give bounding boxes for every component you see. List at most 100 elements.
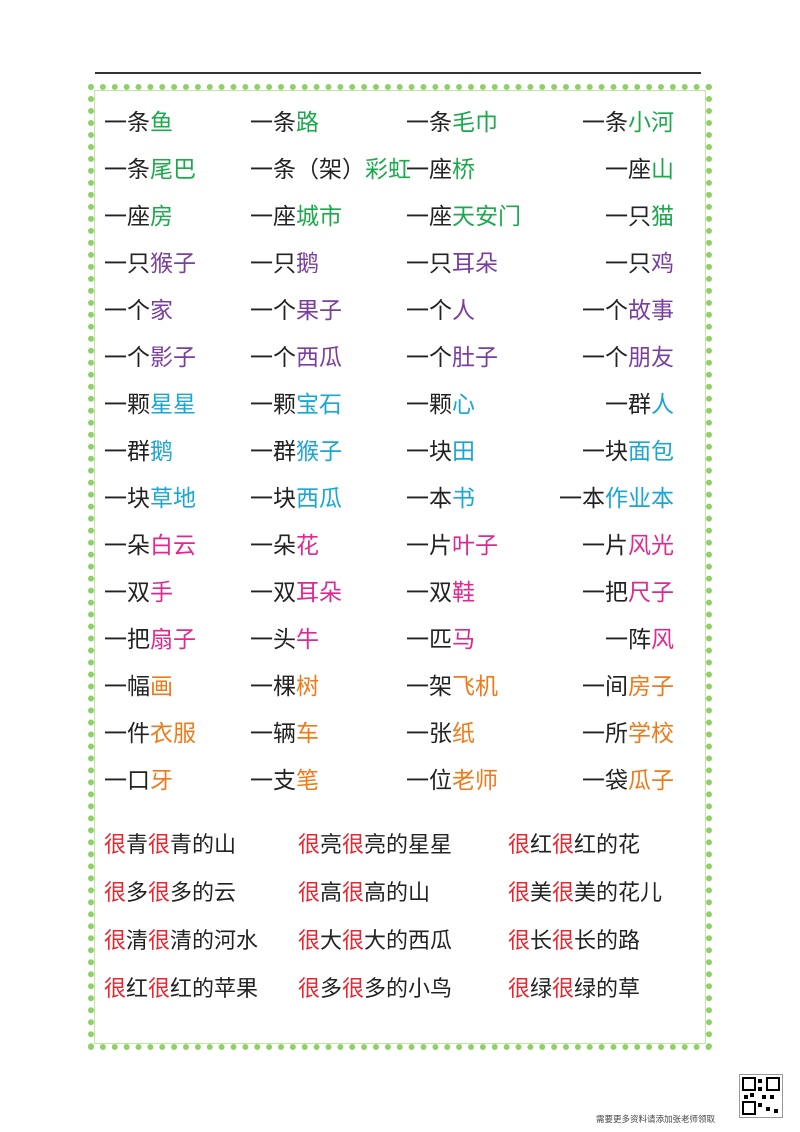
measure-phrase: 一架飞机	[406, 664, 498, 711]
measure-phrase: 一只猫	[605, 194, 674, 241]
noun: 桥	[452, 157, 475, 183]
measure-row: 一件衣服 一辆车 一张纸 一所学校	[100, 711, 680, 758]
measure-word: 一只	[605, 251, 651, 277]
hen-word: 很	[342, 833, 365, 858]
hen-phrase: 很高很高的山	[298, 870, 430, 918]
phrase-text: 青	[126, 833, 149, 858]
noun: 鞋	[452, 580, 475, 606]
measure-word: 一把	[104, 627, 150, 653]
phrase-text: 高的山	[364, 881, 431, 906]
noun: 猫	[651, 204, 674, 230]
hen-word: 很	[148, 833, 171, 858]
measure-word: 一条	[406, 110, 452, 136]
measure-row: 一颗星星 一颗宝石 一颗心 一群人	[100, 382, 680, 429]
measure-word: 一个	[250, 345, 296, 371]
noun: 车	[296, 721, 319, 747]
noun: 牛	[296, 627, 319, 653]
phrase-text: 红的花	[574, 833, 641, 858]
measure-word: 一架	[406, 674, 452, 700]
qr-module	[762, 1095, 766, 1099]
qr-code-icon	[739, 1074, 783, 1118]
hen-phrase: 很多很多的云	[104, 870, 236, 918]
measure-word: 一把	[582, 580, 628, 606]
hen-word: 很	[508, 833, 531, 858]
phrase-text: 清	[126, 929, 149, 954]
measure-row: 一个家 一个果子 一个人 一个故事	[100, 288, 680, 335]
measure-word: 一块	[406, 439, 452, 465]
measure-word: 一颗	[104, 392, 150, 418]
noun: 路	[296, 110, 319, 136]
measure-row: 一朵白云 一朵花 一片叶子 一片风光	[100, 523, 680, 570]
measure-phrase: 一群猴子	[250, 429, 342, 476]
noun: 田	[452, 439, 475, 465]
noun: 风	[651, 627, 674, 653]
hen-word: 很	[508, 881, 531, 906]
noun: 尺子	[628, 580, 674, 606]
noun: 西瓜	[296, 486, 342, 512]
noun: 草地	[150, 486, 196, 512]
measure-word: 一袋	[582, 768, 628, 794]
measure-word: 一棵	[250, 674, 296, 700]
phrase-text: 清的河水	[170, 929, 259, 954]
measure-phrase: 一片叶子	[406, 523, 498, 570]
measure-phrase: 一块面包	[582, 429, 674, 476]
qr-module	[744, 1095, 748, 1099]
phrase-text: 长的路	[574, 929, 641, 954]
measure-word-grid: 一条鱼 一条路 一条毛巾 一条小河 一条尾巴 一条（架）彩虹 一座桥 一座山 一座房 一座城市 一座…	[100, 100, 680, 805]
measure-phrase: 一件衣服	[104, 711, 196, 758]
measure-word: 一块	[582, 439, 628, 465]
measure-word: 一个	[104, 298, 150, 324]
measure-phrase: 一块草地	[104, 476, 196, 523]
phrase-text: 大	[320, 929, 343, 954]
hen-phrase-grid: 很青很青的山 很亮很亮的星星 很红很红的花 很多很多的云 很高很高的山 很美很美的花儿 很清…	[100, 822, 680, 1014]
noun: 宝石	[296, 392, 342, 418]
noun: 学校	[628, 721, 674, 747]
measure-word: 一群	[605, 392, 651, 418]
measure-phrase: 一头牛	[250, 617, 319, 664]
measure-word: 一头	[250, 627, 296, 653]
measure-phrase: 一棵树	[250, 664, 319, 711]
measure-word: 一个	[582, 298, 628, 324]
measure-word: 一双	[104, 580, 150, 606]
hen-word: 很	[552, 833, 575, 858]
phrase-text: 多	[320, 977, 343, 1002]
phrase-text: 高	[320, 881, 343, 906]
measure-phrase: 一双耳朵	[250, 570, 342, 617]
hen-word: 很	[104, 881, 127, 906]
phrase-text: 红	[126, 977, 149, 1002]
noun: 面包	[628, 439, 674, 465]
measure-word: 一所	[582, 721, 628, 747]
phrase-text: 多的小鸟	[364, 977, 453, 1002]
noun: 天安门	[452, 204, 521, 230]
measure-phrase: 一阵风	[605, 617, 674, 664]
noun: 扇子	[150, 627, 196, 653]
measure-word: 一辆	[250, 721, 296, 747]
measure-phrase: 一位老师	[406, 758, 498, 805]
noun: 耳朵	[452, 251, 498, 277]
measure-phrase: 一座桥	[406, 147, 475, 194]
noun: 叶子	[452, 533, 498, 559]
noun: 家	[150, 298, 173, 324]
qr-finder-top-right	[766, 1077, 780, 1091]
hen-word: 很	[104, 977, 127, 1002]
phrase-text: 长	[530, 929, 553, 954]
phrase-text: 绿	[530, 977, 553, 1002]
measure-word: 一个	[250, 298, 296, 324]
noun: 风光	[628, 533, 674, 559]
hen-word: 很	[148, 929, 171, 954]
qr-module	[774, 1109, 778, 1113]
phrase-text: 大的西瓜	[364, 929, 453, 954]
measure-row: 一只猴子 一只鹅 一只耳朵 一只鸡	[100, 241, 680, 288]
dotted-border	[88, 84, 712, 1050]
measure-word: 一本	[406, 486, 452, 512]
hen-phrase: 很红很红的苹果	[104, 966, 258, 1014]
measure-word: 一颗	[250, 392, 296, 418]
measure-phrase: 一把尺子	[582, 570, 674, 617]
phrase-text: 红的苹果	[170, 977, 259, 1002]
noun: 人	[651, 392, 674, 418]
hen-phrase: 很多很多的小鸟	[298, 966, 452, 1014]
hen-word: 很	[148, 881, 171, 906]
hen-word: 很	[104, 929, 127, 954]
measure-phrase: 一个朋友	[582, 335, 674, 382]
measure-word: 一座	[104, 204, 150, 230]
